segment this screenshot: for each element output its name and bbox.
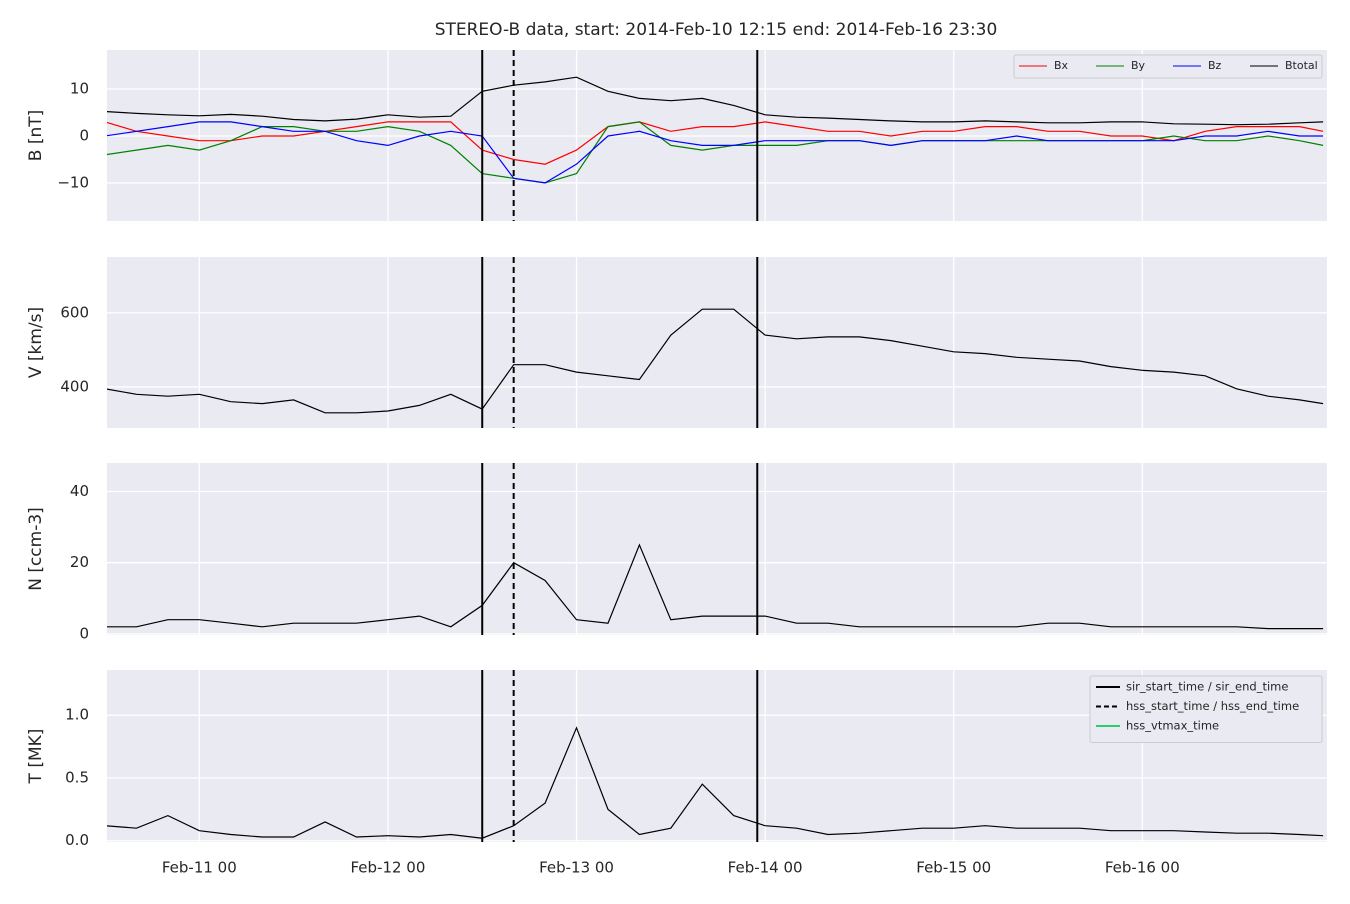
legend-label: Bz xyxy=(1208,59,1222,72)
y-tick-label: 1.0 xyxy=(65,706,89,724)
x-tick-label: Feb-15 00 xyxy=(916,859,991,877)
legend-label: sir_start_time / sir_end_time xyxy=(1126,680,1288,694)
data-line xyxy=(107,308,1324,414)
y-axis-label: T [MK] xyxy=(26,729,46,785)
data-line xyxy=(107,121,1324,184)
x-tick-label: Feb-14 00 xyxy=(728,859,803,877)
x-tick-label: Feb-16 00 xyxy=(1105,859,1180,877)
plot-lines xyxy=(107,308,1324,414)
y-axis-label: B [nT] xyxy=(26,110,46,162)
y-tick-label: 0 xyxy=(79,624,89,642)
y-tick-label: 0 xyxy=(79,126,89,144)
legend-label: hss_vtmax_time xyxy=(1126,719,1219,733)
legend-label: Btotal xyxy=(1285,59,1318,72)
data-line xyxy=(107,76,1324,126)
legend-box xyxy=(1089,675,1323,743)
legend-label: hss_start_time / hss_end_time xyxy=(1126,699,1299,713)
legend-label: By xyxy=(1131,59,1146,72)
y-tick-label: 40 xyxy=(70,482,89,500)
x-tick-label: Feb-11 00 xyxy=(162,859,237,877)
x-tick-label: Feb-13 00 xyxy=(539,859,614,877)
y-tick-label: 10 xyxy=(70,79,89,97)
data-line xyxy=(107,726,1324,839)
y-axis-label: N [ccm-3] xyxy=(26,507,46,591)
x-tick-label: Feb-12 00 xyxy=(350,859,425,877)
plot-area xyxy=(107,463,1327,635)
plot-area xyxy=(107,257,1327,428)
data-line xyxy=(107,121,1324,165)
legend-box xyxy=(1013,54,1323,79)
y-tick-label: 600 xyxy=(60,303,89,321)
plot-lines xyxy=(107,76,1324,184)
y-tick-label: 20 xyxy=(70,553,89,571)
y-axis-label: V [km/s] xyxy=(26,307,46,378)
y-tick-label: 0.0 xyxy=(65,831,89,849)
plot-lines xyxy=(107,543,1324,630)
y-tick-label: 400 xyxy=(60,377,89,395)
data-line xyxy=(107,543,1324,630)
y-tick-label: −10 xyxy=(57,173,89,191)
y-tick-label: 0.5 xyxy=(65,768,89,786)
legend-label: Bx xyxy=(1054,59,1069,72)
chart-title: STEREO-B data, start: 2014-Feb-10 12:15 … xyxy=(435,20,998,40)
plot-lines xyxy=(107,726,1324,839)
